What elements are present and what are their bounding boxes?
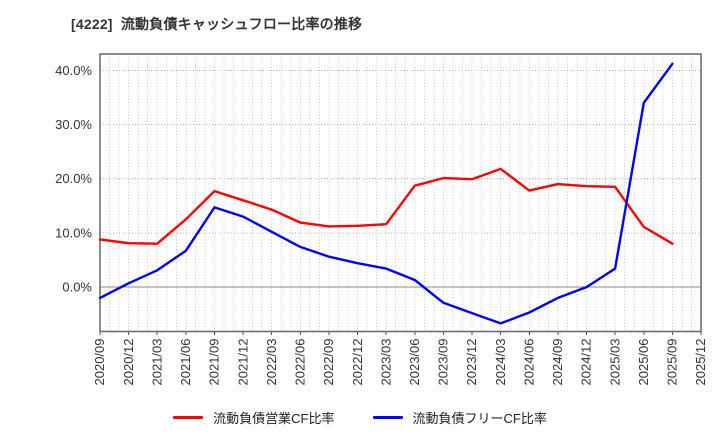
series-line-free-cf: [98, 62, 674, 325]
y-axis-label: 20.0%: [55, 171, 92, 186]
legend-label-free-cf: 流動負債フリーCF比率: [412, 410, 547, 426]
y-axis-label: 40.0%: [55, 63, 92, 78]
plot-area: 0.0% 10.0% 20.0% 30.0% 40.0% 2020/09 2020/12 20…: [55, 53, 708, 386]
x-axis-label: 2021/03: [149, 339, 164, 386]
x-axis-label: 2020/09: [92, 339, 107, 386]
chart-title: [4222] 流動負債キャッシュフロー比率の推移: [71, 16, 363, 32]
x-axis-label: 2022/12: [350, 339, 365, 386]
legend-line-free-cf-icon: [372, 415, 403, 419]
x-axis-label: 2022/06: [293, 339, 308, 386]
x-axis-label: 2023/09: [436, 339, 451, 386]
chart-legend: 流動負債営業CF比率 流動負債フリーCF比率: [0, 404, 720, 430]
x-axis-label: 2025/12: [693, 339, 708, 386]
series-line-operating-cf: [98, 167, 674, 245]
y-axis-label: 30.0%: [55, 117, 92, 132]
legend-label-operating-cf: 流動負債営業CF比率: [213, 410, 335, 426]
legend-item-free-cf: 流動負債フリーCF比率: [372, 408, 547, 427]
x-axis-label: 2025/03: [607, 339, 622, 386]
x-axis-label: 2024/09: [550, 339, 565, 386]
x-axis-label: 2022/03: [264, 339, 279, 386]
y-axis-label: 10.0%: [55, 225, 92, 240]
x-axis-label: 2023/06: [407, 339, 422, 386]
x-axis-label: 2023/03: [378, 339, 393, 386]
x-axis-label: 2020/12: [121, 339, 136, 386]
x-axis-label: 2023/12: [464, 339, 479, 386]
x-axis-label: 2021/12: [235, 339, 250, 386]
legend-item-operating-cf: 流動負債営業CF比率: [173, 408, 335, 427]
x-axis-label: 2021/09: [207, 339, 222, 386]
y-axis-label: 0.0%: [62, 280, 92, 295]
plot-border: [99, 53, 702, 333]
x-axis-label: 2025/09: [665, 339, 680, 386]
x-axis-label: 2024/12: [579, 339, 594, 386]
legend-line-operating-cf-icon: [173, 415, 204, 419]
x-axis-label: 2021/06: [178, 339, 193, 386]
x-axis-label: 2022/09: [321, 339, 336, 386]
x-axis-label: 2025/06: [636, 339, 651, 386]
x-axis-label: 2024/03: [493, 339, 508, 386]
x-axis-label: 2024/06: [522, 339, 537, 386]
